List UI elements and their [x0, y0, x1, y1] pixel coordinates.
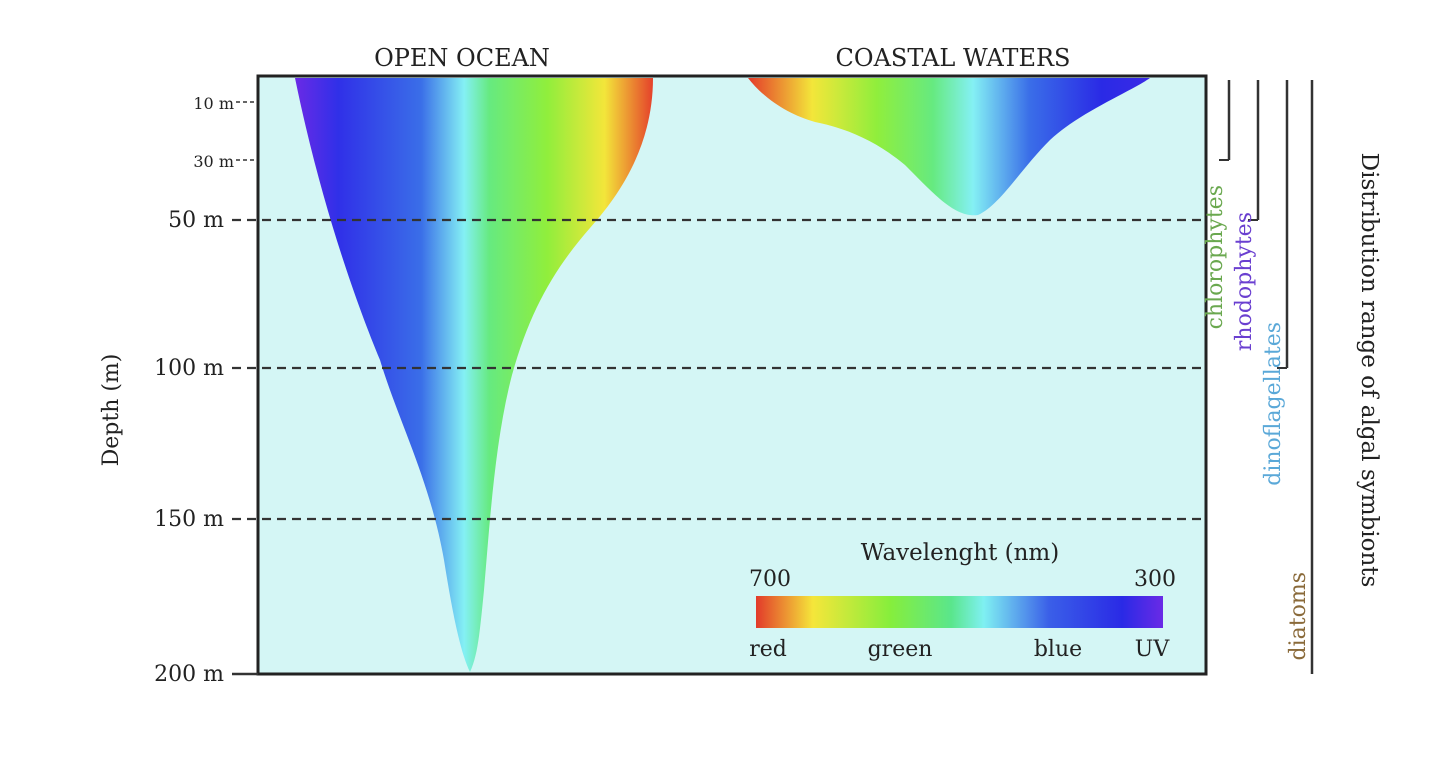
symbionts-title: Distribution range of algal symbionts [1356, 153, 1382, 588]
depth-tick-label: 30 m [193, 152, 234, 171]
legend-color-bar [756, 596, 1163, 628]
legend-label-green: green [868, 637, 933, 662]
symbiont-label-chlorophytes: chlorophytes [1203, 185, 1228, 329]
open-ocean-title: OPEN OCEAN [374, 44, 550, 72]
symbiont-label-diatoms: diatoms [1286, 572, 1311, 660]
symbiont-label-rhodophytes: rhodophytes [1232, 212, 1257, 351]
legend-label-red: red [749, 637, 787, 662]
wavelength-legend: Wavelenght (nm) 700 300 red green blue U… [749, 540, 1176, 662]
coastal-waters-title: COASTAL WATERS [836, 44, 1071, 72]
depth-axis: 10 m 30 m 50 m 100 m 150 m 200 m [154, 94, 258, 687]
depth-tick-label: 200 m [154, 662, 224, 687]
legend-label-blue: blue [1034, 637, 1082, 662]
depth-tick-label: 150 m [154, 507, 224, 532]
legend-right-value: 300 [1134, 567, 1176, 592]
y-axis-label: Depth (m) [99, 354, 124, 467]
open-ocean-light-spectrum [295, 78, 653, 672]
legend-label-uv: UV [1135, 637, 1171, 662]
depth-dashed-lines [232, 218, 1206, 521]
legend-left-value: 700 [749, 567, 791, 592]
legend-title: Wavelenght (nm) [861, 540, 1059, 566]
depth-tick-label: 10 m [193, 94, 234, 113]
depth-tick-label: 50 m [168, 208, 224, 233]
symbiont-label-dinoflagellates: dinoflagellates [1261, 322, 1286, 486]
depth-tick-label: 100 m [154, 356, 224, 381]
coastal-waters-light-spectrum [748, 78, 1150, 216]
